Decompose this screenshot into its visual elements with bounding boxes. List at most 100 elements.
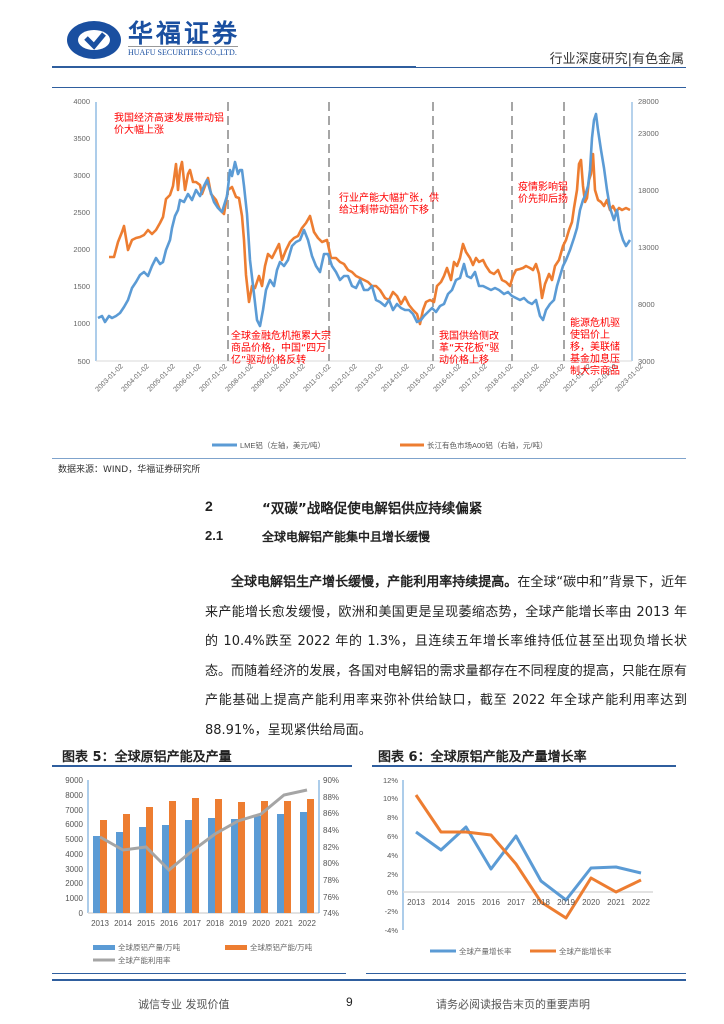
company-logo [64,18,244,60]
svg-text:2000: 2000 [73,245,90,254]
svg-text:2020: 2020 [582,898,600,907]
footer-divider-left [52,973,346,974]
svg-text:9000: 9000 [65,776,83,785]
report-category: 行业深度研究|有色金属 [549,52,684,67]
svg-text:2020: 2020 [252,919,270,928]
annotation-2021-2023: 能源危机驱使铝价上移，美联储基金加息压制大宗商品 [570,318,620,377]
svg-text:1000: 1000 [65,894,83,903]
header-divider [52,66,416,68]
fig6-title: 图表 6：全球原铝产能及产量增长率 [378,750,587,765]
svg-text:13000: 13000 [638,243,659,252]
svg-text:2019: 2019 [229,919,247,928]
logo-chinese-name: 华福证券 [128,19,241,48]
svg-text:18000: 18000 [638,186,659,195]
fig5-chart: 0 1000 2000 3000 4000 5000 6000 7000 8000 9000… [65,776,339,965]
svg-text:0: 0 [79,909,84,918]
aluminum-price-chart: 500 1000 1500 2000 2500 3000 3500 4000 3000 80… [73,97,659,450]
svg-text:2016: 2016 [160,919,178,928]
svg-text:2000: 2000 [65,879,83,888]
svg-text:-4%: -4% [385,926,399,935]
svg-text:全球原铝产能/万吨: 全球原铝产能/万吨 [250,942,313,952]
svg-text:74%: 74% [323,909,339,918]
svg-text:1500: 1500 [73,282,90,291]
svg-text:2018: 2018 [532,898,550,907]
svg-text:全球原铝产量/万吨: 全球原铝产量/万吨 [118,942,181,952]
annotation-2003-2008: 我国经济高速发展带动铝价大幅上涨 [114,113,224,136]
svg-text:2022: 2022 [632,898,650,907]
annotation-2008-2012: 全球金融危机拖累大宗商品价格，中国“四万亿”驱动价格反转 [231,331,331,366]
annotation-2019-2021: 疫情影响铝价先抑后扬 [518,182,568,205]
svg-text:2015: 2015 [137,919,155,928]
logo-english-name: HUAFU SECURITIES CO.,LTD. [128,46,238,57]
svg-text:12%: 12% [383,776,398,785]
svg-text:全球产量增长率: 全球产量增长率 [459,946,512,956]
svg-text:5000: 5000 [65,835,83,844]
svg-text:3000: 3000 [73,171,90,180]
svg-text:2022: 2022 [298,919,316,928]
svg-text:86%: 86% [323,809,339,818]
svg-text:2017: 2017 [183,919,201,928]
svg-text:90%: 90% [323,776,339,785]
svg-text:23000: 23000 [638,129,659,138]
footer-divider-right [366,973,686,974]
svg-text:28000: 28000 [638,97,659,106]
svg-text:2%: 2% [387,870,398,879]
annotation-2016-2019: 我国供给侧改革“天花板”驱动价格上移 [439,331,500,366]
footer-disclaimer: 请务必阅读报告末页的重要声明 [436,998,590,1011]
svg-text:82%: 82% [323,843,339,852]
fig6-rule [372,765,676,767]
section-number: 2 [205,498,213,514]
svg-text:3000: 3000 [65,865,83,874]
svg-text:4000: 4000 [65,850,83,859]
svg-text:2021: 2021 [275,919,293,928]
chart-bottom-divider [52,458,686,459]
svg-text:4000: 4000 [73,97,90,106]
svg-text:2016: 2016 [482,898,500,907]
svg-text:1000: 1000 [73,319,90,328]
svg-text:500: 500 [77,357,90,366]
svg-text:10%: 10% [383,794,398,803]
header-divider-thin [416,67,686,68]
svg-text:6%: 6% [387,832,398,841]
svg-text:2500: 2500 [73,208,90,217]
chart-top-divider [52,87,686,88]
data-source: 数据来源：WIND，华福证券研究所 [58,465,201,475]
body-paragraph: 全球电解铝生产增长缓慢，产能利用率持续提高。在全球“碳中和”背景下，近年来产能增… [205,568,687,746]
section-title: “双碳”战略促使电解铝供应持续偏紧 [262,501,483,517]
svg-text:0%: 0% [387,888,398,897]
footer-slogan: 诚信专业 发现价值 [138,998,230,1011]
svg-text:LME铝（左轴，美元/吨）: LME铝（左轴，美元/吨） [240,440,325,450]
svg-text:2014: 2014 [432,898,450,907]
svg-text:2014: 2014 [114,919,132,928]
svg-text:2018: 2018 [206,919,224,928]
annotation-2012-2016: 行业产能大幅扩张，供给过剩带动铝价下移 [339,193,439,216]
fig6-chart: 12% 10% 8% 6% 4% 2% 0% -2% -4% 2013 2014 2015 20… [383,776,653,956]
subsection-title: 全球电解铝产能集中且增长缓慢 [262,530,431,544]
svg-text:2015: 2015 [457,898,475,907]
subsection-number: 2.1 [205,528,224,543]
svg-text:2021: 2021 [607,898,625,907]
paragraph-body: 在全球“碳中和”背景下，近年来产能增长愈发缓慢，欧洲和美国更是呈现萎缩态势，全球… [205,575,687,738]
svg-text:3500: 3500 [73,134,90,143]
svg-text:7000: 7000 [65,806,83,815]
svg-text:84%: 84% [323,826,339,835]
fig5-title: 图表 5：全球原铝产能及产量 [62,750,232,765]
svg-text:8000: 8000 [65,791,83,800]
huafu-logo-icon [67,21,121,59]
svg-text:2013: 2013 [91,919,109,928]
svg-text:88%: 88% [323,793,339,802]
svg-text:8%: 8% [387,813,398,822]
svg-text:全球产能利用率: 全球产能利用率 [118,955,171,965]
svg-text:80%: 80% [323,859,339,868]
svg-text:长江有色市场A00铝（右轴，元/吨）: 长江有色市场A00铝（右轴，元/吨） [427,440,547,450]
footer-divider [52,979,686,981]
svg-text:76%: 76% [323,893,339,902]
svg-text:4%: 4% [387,851,398,860]
svg-text:2013: 2013 [407,898,425,907]
svg-text:3000: 3000 [638,357,655,366]
svg-text:2019: 2019 [557,898,575,907]
fig5-rule [52,765,352,767]
svg-text:6000: 6000 [65,820,83,829]
svg-text:2017: 2017 [507,898,525,907]
svg-text:78%: 78% [323,876,339,885]
